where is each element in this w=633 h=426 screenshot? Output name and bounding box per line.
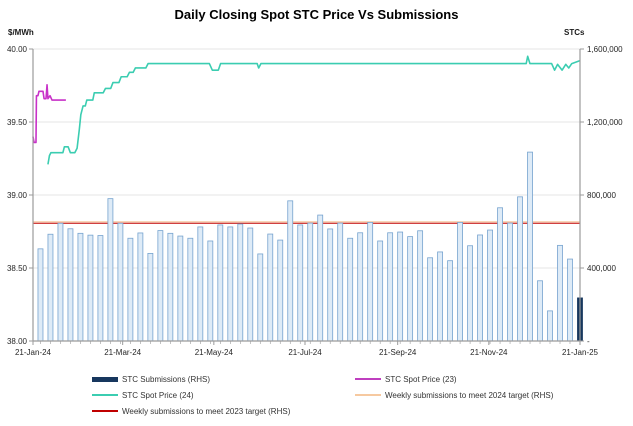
- x-axis-tick-label: 21-Nov-24: [470, 348, 508, 357]
- submission-bar: [377, 240, 384, 342]
- spot-price-24-line: [47, 55, 581, 165]
- legend-item-2024-target: Weekly submissions to meet 2024 target (…: [355, 387, 553, 403]
- submission-bar: [487, 229, 493, 342]
- target-2024-line-swatch: [355, 394, 381, 396]
- submission-bar: [437, 251, 444, 342]
- submission-bar: [297, 224, 304, 342]
- submission-bar: [87, 234, 94, 342]
- submission-bar: [117, 222, 124, 342]
- submission-bar: [147, 252, 154, 342]
- submission-bar: [247, 227, 254, 342]
- left-axis-tick-label: 38.50: [7, 264, 28, 273]
- submission-bar: [157, 230, 164, 342]
- submission-bar: [537, 280, 543, 342]
- submission-bar: [567, 258, 573, 342]
- submission-bar: [327, 228, 334, 342]
- submissions-bars: [37, 151, 583, 342]
- x-axis-tick-label: 21-Jul-24: [288, 348, 322, 357]
- tick-marks: [29, 48, 584, 345]
- right-axis-unit-label: STCs: [564, 28, 585, 37]
- submission-bar: [417, 230, 424, 342]
- submission-bar: [67, 228, 74, 342]
- submission-bar: [57, 222, 64, 342]
- submission-bar: [177, 235, 184, 342]
- submission-bar: [467, 245, 473, 342]
- x-axis-tick-label: 21-Mar-24: [104, 348, 141, 357]
- target-2023-line-swatch: [92, 410, 118, 412]
- submission-bar: [47, 233, 54, 342]
- submission-bar: [77, 232, 84, 342]
- legend-label: STC Spot Price (24): [122, 390, 194, 400]
- submission-bar: [477, 234, 483, 342]
- submission-bar: [497, 207, 503, 342]
- legend-label: STC Spot Price (23): [385, 374, 457, 384]
- submission-bar: [407, 236, 414, 342]
- legend-label: Weekly submissions to meet 2023 target (…: [122, 406, 291, 416]
- submission-bar: [37, 248, 44, 342]
- legend-item-spot-price-23: STC Spot Price (23): [355, 371, 553, 387]
- spot-price-24-line-swatch: [92, 394, 118, 396]
- submission-bar: [387, 232, 394, 342]
- left-axis-tick-label: 39.00: [7, 191, 28, 200]
- submission-bar: [457, 221, 463, 342]
- left-axis-tick-label: 39.50: [7, 118, 28, 127]
- x-axis-tick-label: 21-May-24: [195, 348, 234, 357]
- target-lines: [33, 221, 580, 224]
- legend-item-spot-price-24: STC Spot Price (24): [92, 387, 290, 403]
- chart-title: Daily Closing Spot STC Price Vs Submissi…: [174, 7, 459, 22]
- submission-bar: [307, 222, 314, 342]
- submission-bar: [557, 244, 563, 342]
- submission-bar: [267, 233, 274, 342]
- submission-bar: [367, 221, 374, 342]
- legend-label: Weekly submissions to meet 2024 target (…: [385, 390, 554, 400]
- submission-bar: [317, 214, 324, 342]
- submission-bar: [257, 253, 264, 342]
- spot-price-23-line-swatch: [355, 378, 381, 380]
- submission-bar: [227, 226, 234, 342]
- right-axis-tick-label: 1,600,000: [587, 45, 623, 54]
- submission-bar: [217, 224, 224, 342]
- submission-bar: [97, 235, 104, 342]
- left-axis-tick-label: 38.00: [7, 337, 28, 346]
- tick-labels: 40.00 39.50 39.00 38.50 38.00 1,600,000 1,200,…: [7, 45, 623, 357]
- x-axis-tick-label: 21-Jan-24: [15, 348, 52, 357]
- submission-bar: [347, 237, 354, 342]
- submission-bar: [357, 232, 364, 342]
- submission-bar: [107, 198, 114, 342]
- submission-bar: [527, 151, 533, 342]
- submission-bar: [137, 232, 144, 342]
- spot-price-23-line: [32, 83, 66, 144]
- submission-bar: [287, 200, 294, 342]
- submission-bar: [167, 232, 174, 342]
- legend-item-2023-target: Weekly submissions to meet 2023 target (…: [92, 403, 290, 419]
- submission-bar: [517, 196, 523, 342]
- submission-bar: [397, 231, 404, 342]
- submission-bar: [447, 260, 454, 342]
- left-axis-unit-label: $/MWh: [8, 28, 34, 37]
- submission-bar: [127, 237, 134, 342]
- right-axis-tick-label: 800,000: [587, 191, 616, 200]
- right-axis-tick-label: -: [587, 337, 590, 346]
- submission-bar: [547, 310, 553, 342]
- submission-bar: [197, 226, 204, 342]
- submission-bar: [207, 240, 214, 342]
- left-axis-tick-label: 40.00: [7, 45, 28, 54]
- submission-bar: [427, 257, 434, 342]
- legend-label: STC Submissions (RHS): [122, 374, 211, 384]
- submissions-bar-swatch: [92, 376, 118, 382]
- right-axis-tick-label: 1,200,000: [587, 118, 623, 127]
- right-axis-tick-label: 400,000: [587, 264, 616, 273]
- x-axis-tick-label: 21-Sep-24: [379, 348, 417, 357]
- submission-bar: [187, 237, 194, 342]
- submission-bar: [507, 222, 513, 342]
- legend-item-stc-submissions: STC Submissions (RHS): [92, 371, 290, 387]
- x-axis-tick-label: 21-Jan-25: [562, 348, 599, 357]
- submission-bar: [277, 239, 284, 342]
- submission-bar: [337, 222, 344, 342]
- submission-bar: [237, 223, 244, 342]
